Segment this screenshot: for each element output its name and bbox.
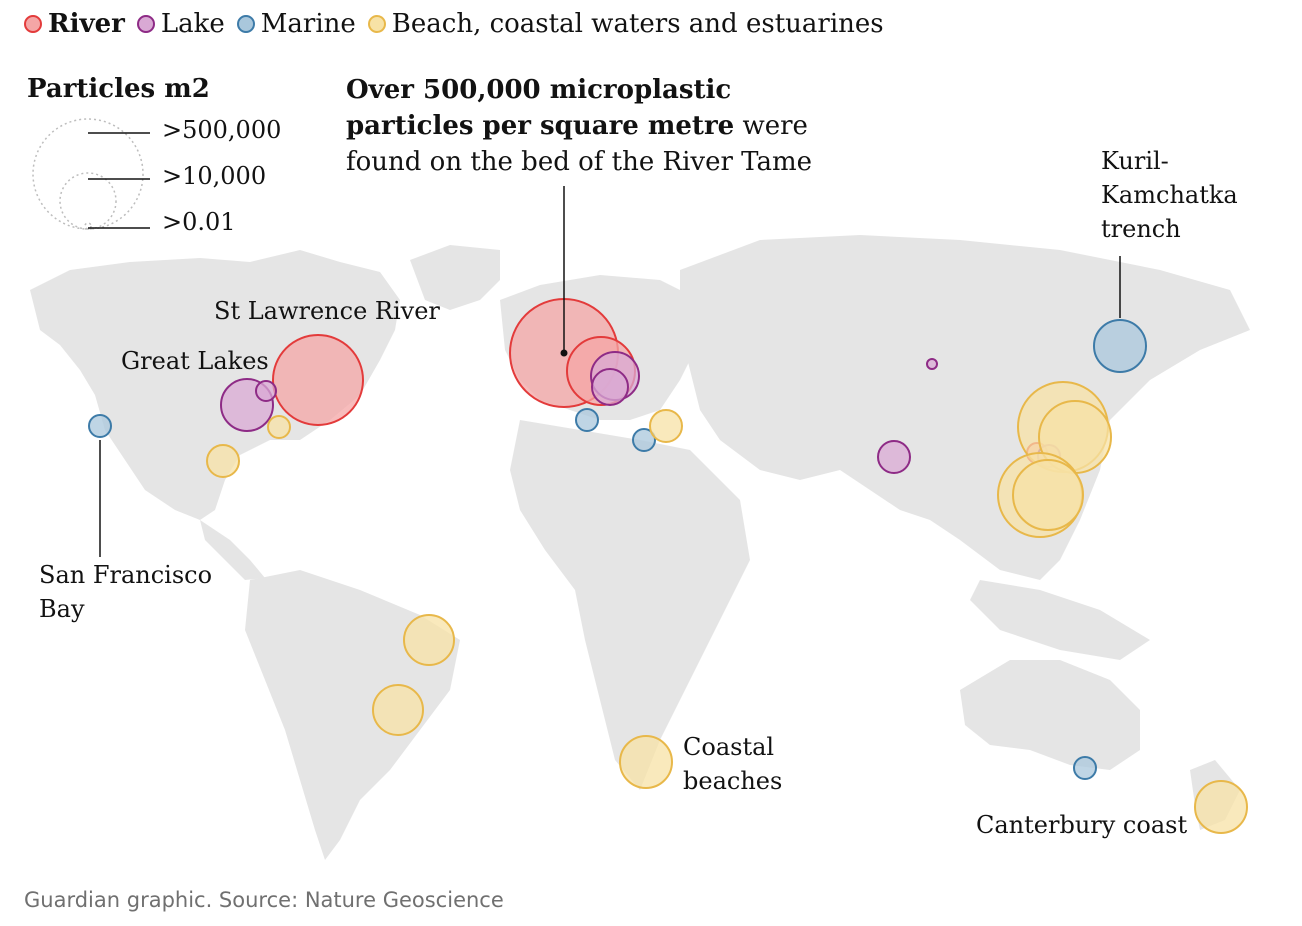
marine-site-bubble [632,428,656,452]
beach-site-bubble [267,415,291,439]
legend-river-label: River [48,9,125,39]
beach-site-bubble [619,735,673,789]
bubble-layer [88,298,1248,834]
size-legend-circle-large [32,118,144,230]
lake-site-bubble [926,358,938,370]
legend-beach-dot [367,15,386,33]
label-st-lawrence: St Lawrence River [214,297,440,325]
size-legend-title: Particles m2 [27,74,210,104]
beach-site-bubble [403,614,455,666]
annotation-bold-text: Over 500,000 microplastic particles per … [346,75,735,141]
size-legend-leaders [88,132,150,229]
southeast-asia [970,580,1150,660]
australia [960,660,1140,770]
beach-site-bubble [372,684,424,736]
legend-item-lake: Lake [136,9,225,39]
size-label-small: >0.01 [162,208,236,236]
label-great-lakes: Great Lakes [121,347,269,375]
river-tame-annotation: Over 500,000 microplastic particles per … [346,72,846,180]
legend-river-dot [24,15,42,33]
legend-beach-label: Beach, coastal waters and estuarines [391,9,884,39]
legend-lake-dot [136,15,155,33]
label-san-francisco-line2: Bay [39,595,85,623]
lake-site-bubble [255,380,277,402]
legend-marine-dot [236,15,255,33]
size-legend-circles [32,118,144,230]
beach-site-bubble [649,409,683,443]
label-kuril-line1: Kuril- [1101,147,1169,175]
type-legend: River Lake Marine Beach, coastal waters … [24,8,896,40]
lake-site-bubble [877,440,911,474]
tame-marker-dot [560,349,568,357]
africa [510,420,750,790]
legend-item-marine: Marine [236,9,356,39]
marine-site-bubble [575,408,599,432]
river-site-bubble [272,334,364,426]
label-kuril: Kuril- Kamchatka trench [1101,144,1238,246]
central-america [200,520,265,580]
marine-site-bubble [1073,756,1097,780]
annotation-rest-text: were found on the bed of the River Tame [346,111,813,177]
marine-site-bubble [1093,319,1147,373]
greenland [410,245,500,310]
label-san-francisco: San Francisco Bay [39,558,212,626]
source-credit: Guardian graphic. Source: Nature Geoscie… [24,888,504,912]
annotation-lines [99,186,1121,557]
size-label-large: >500,000 [162,116,282,144]
legend-item-river: River [24,9,125,39]
size-legend-circle-small [84,222,92,230]
size-legend-circle-medium [59,172,117,230]
label-kuril-line2: Kamchatka [1101,181,1238,209]
lake-site-bubble [591,368,629,406]
south-america [245,570,460,860]
asia [680,235,1250,580]
label-canterbury: Canterbury coast [976,811,1188,839]
label-coastal-line1: Coastal [683,733,775,761]
beach-site-bubble [1194,780,1248,834]
label-coastal-line2: beaches [683,767,783,795]
label-coastal-beaches: Coastal beaches [683,730,782,798]
label-san-francisco-line1: San Francisco [39,561,213,589]
legend-lake-label: Lake [160,9,225,39]
size-label-medium: >10,000 [162,162,267,190]
legend-marine-label: Marine [260,9,356,39]
marine-site-bubble [88,414,112,438]
label-kuril-line3: trench [1101,215,1181,243]
legend-item-beach: Beach, coastal waters and estuarines [367,9,884,39]
beach-site-bubble [206,444,240,478]
beach-site-bubble [1012,459,1084,531]
north-america [30,250,400,520]
